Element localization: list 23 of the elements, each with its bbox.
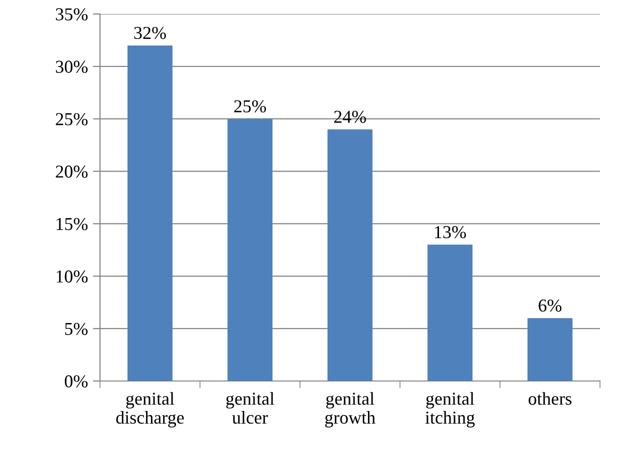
bar [228, 118, 272, 381]
y-tick-label: 35% [56, 8, 88, 20]
data-label: 6% [538, 299, 562, 312]
x-tick-label: genital ulcer [226, 392, 274, 424]
data-label: 25% [234, 100, 266, 112]
data-label: 13% [435, 226, 466, 238]
y-tick-label: 0% [64, 375, 88, 388]
y-tick-label: 25% [56, 113, 88, 126]
x-tick-label: genital itching [425, 392, 475, 428]
x-tick-label: genital growth [325, 392, 376, 428]
bar [128, 45, 172, 381]
y-tick-label: 30% [56, 60, 88, 73]
bar [528, 318, 572, 381]
data-label: 32% [134, 26, 166, 40]
x-tick-label: others [528, 392, 572, 405]
y-tick-label: 5% [65, 322, 88, 336]
y-tick-label: 20% [56, 166, 88, 178]
x-tick-label: genital discharge [116, 392, 184, 428]
y-tick-label: 15% [56, 218, 88, 230]
data-label: 24% [334, 110, 366, 123]
y-tick-label: 10% [56, 270, 88, 283]
bar [328, 129, 372, 381]
bar [428, 244, 472, 381]
